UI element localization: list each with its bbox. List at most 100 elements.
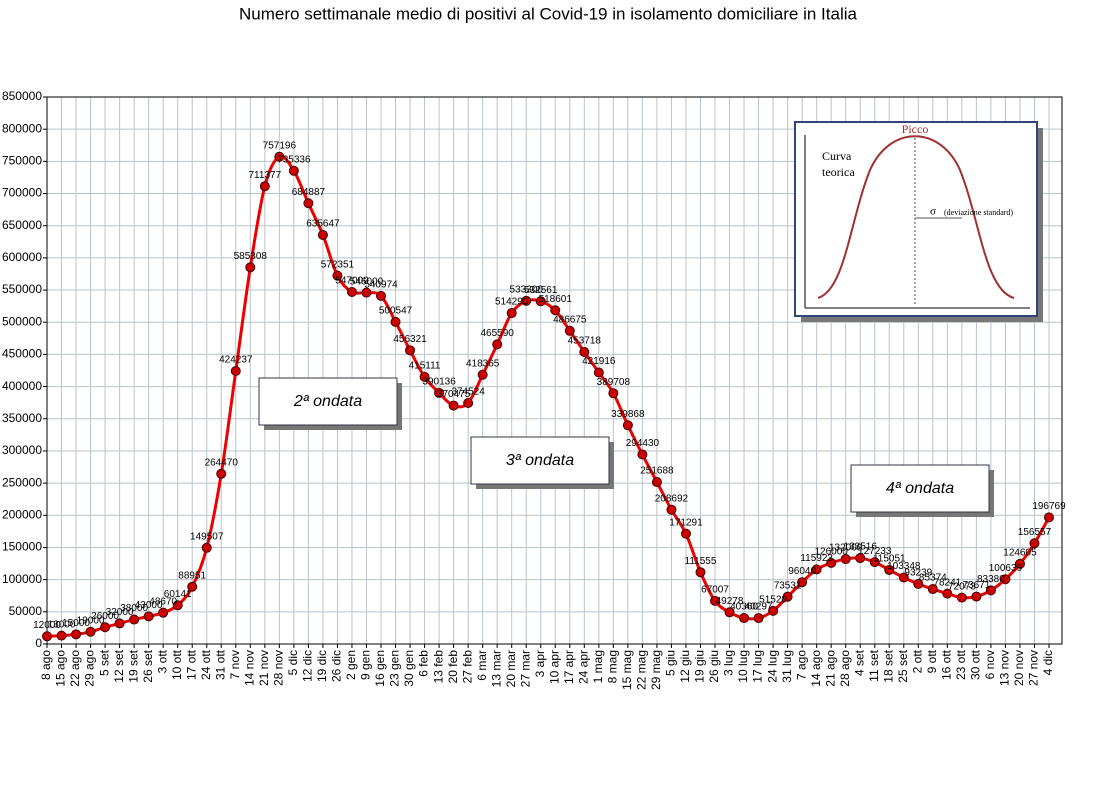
data-point (288, 165, 299, 176)
data-point (303, 198, 314, 209)
x-tick-label: 30 ott (969, 649, 983, 680)
data-label: 518601 (539, 294, 573, 305)
x-tick-label: 17 lug (751, 650, 765, 683)
x-tick-label: 9 ott (925, 649, 939, 673)
x-tick-label: 10 lug (736, 650, 750, 683)
data-point (593, 367, 604, 378)
annotation: 3ª ondata (506, 452, 574, 469)
data-point (448, 400, 459, 411)
data-point (259, 181, 270, 192)
data-point (114, 618, 125, 629)
x-tick-label: 28 nov (272, 650, 286, 686)
data-point (782, 591, 793, 602)
data-point (129, 614, 140, 625)
data-point (695, 567, 706, 578)
data-label: 12000 (33, 620, 61, 631)
data-label: 757196 (263, 140, 297, 151)
x-tick-label: 27 nov (1027, 650, 1041, 686)
x-tick-label: 23 gen (388, 650, 402, 687)
data-point (956, 592, 967, 603)
data-point (56, 630, 67, 641)
data-point (913, 578, 924, 589)
data-label: 546000 (350, 276, 384, 287)
data-point (201, 542, 212, 553)
data-label: 126000 (814, 547, 848, 558)
x-tick-label: 16 gen (373, 650, 387, 687)
data-label: 500547 (379, 306, 413, 317)
data-point (637, 449, 648, 460)
inset: Picco Curva teorica σ (deviazione standa… (794, 121, 1043, 322)
data-label: 103348 (887, 561, 921, 572)
x-tick-label: 26 dic (330, 650, 344, 682)
x-tick-label: 27 mar (518, 650, 532, 687)
x-tick-label: 13 feb (431, 650, 445, 684)
x-tick-label: 6 mar (475, 650, 489, 681)
y-tick-label: 0 (35, 636, 42, 650)
x-tick-label: 2 ott (910, 649, 924, 673)
x-tick-label: 30 gen (402, 650, 416, 687)
y-tick-label: 100000 (2, 572, 42, 586)
data-label: 465590 (480, 328, 514, 339)
data-point (158, 607, 169, 618)
data-point (739, 613, 750, 624)
x-tick-label: 21 nov (257, 650, 271, 686)
data-label: 370475 (437, 389, 471, 400)
x-tick-label: 6 nov (983, 650, 997, 679)
data-point (405, 345, 416, 356)
data-label: 73531 (774, 580, 802, 591)
data-label: 93239 (904, 568, 932, 579)
data-label: 48670 (149, 596, 177, 607)
x-tick-label: 14 nov (242, 650, 256, 686)
x-tick-label: 26 set (141, 649, 155, 682)
x-tick-label: 25 set (896, 649, 910, 682)
annotation: 2ª ondata (293, 393, 362, 410)
x-tick-label: 17 apr (562, 650, 576, 684)
data-label: 453718 (568, 336, 602, 347)
y-tick-label: 800000 (2, 121, 42, 135)
x-tick-label: 13 nov (998, 650, 1012, 686)
data-point (317, 229, 328, 240)
data-label: 149507 (190, 531, 224, 542)
data-point (869, 557, 880, 568)
data-point (535, 296, 546, 307)
data-point (332, 270, 343, 281)
data-label: 735336 (277, 154, 311, 165)
data-label: 78241 (933, 577, 961, 588)
data-label: 421916 (582, 356, 616, 367)
data-point (42, 631, 52, 642)
x-tick-label: 3 apr (533, 650, 547, 677)
data-label: 572351 (321, 259, 355, 270)
x-tick-label: 5 giu (664, 650, 678, 676)
inset-box (794, 121, 1038, 317)
data-point (346, 286, 357, 297)
data-label: 540974 (364, 280, 398, 291)
data-point (710, 595, 720, 606)
data-label: 115051 (873, 554, 906, 565)
data-label: 67007 (701, 585, 729, 596)
x-tick-label: 24 lug (765, 650, 779, 683)
data-label: 533300 (510, 284, 544, 295)
data-point (884, 564, 895, 575)
x-tick-label: 22 mag (635, 650, 649, 690)
x-tick-label: 19 giu (693, 650, 707, 683)
x-tick-label: 12 giu (678, 650, 692, 683)
data-point (985, 585, 996, 596)
data-point (172, 600, 183, 611)
x-tick-label: 4 dic (1041, 650, 1055, 675)
data-point (753, 613, 764, 624)
x-tick-label: 15 mag (620, 650, 634, 690)
data-label: 171291 (669, 517, 703, 528)
data-label: 49278 (716, 596, 744, 607)
x-tick-label: 22 ago (68, 650, 82, 687)
data-label: 389708 (597, 377, 631, 388)
data-point (666, 504, 677, 515)
x-tick-label: 19 set (126, 649, 140, 682)
x-tick-label: 18 set (881, 649, 895, 682)
data-point (1044, 512, 1054, 523)
data-point (1014, 558, 1025, 569)
data-point (100, 622, 111, 633)
y-tick-label: 700000 (2, 186, 42, 200)
x-tick-label: 26 giu (707, 650, 721, 683)
y-tick-label: 500000 (2, 314, 42, 328)
data-point (274, 151, 285, 162)
